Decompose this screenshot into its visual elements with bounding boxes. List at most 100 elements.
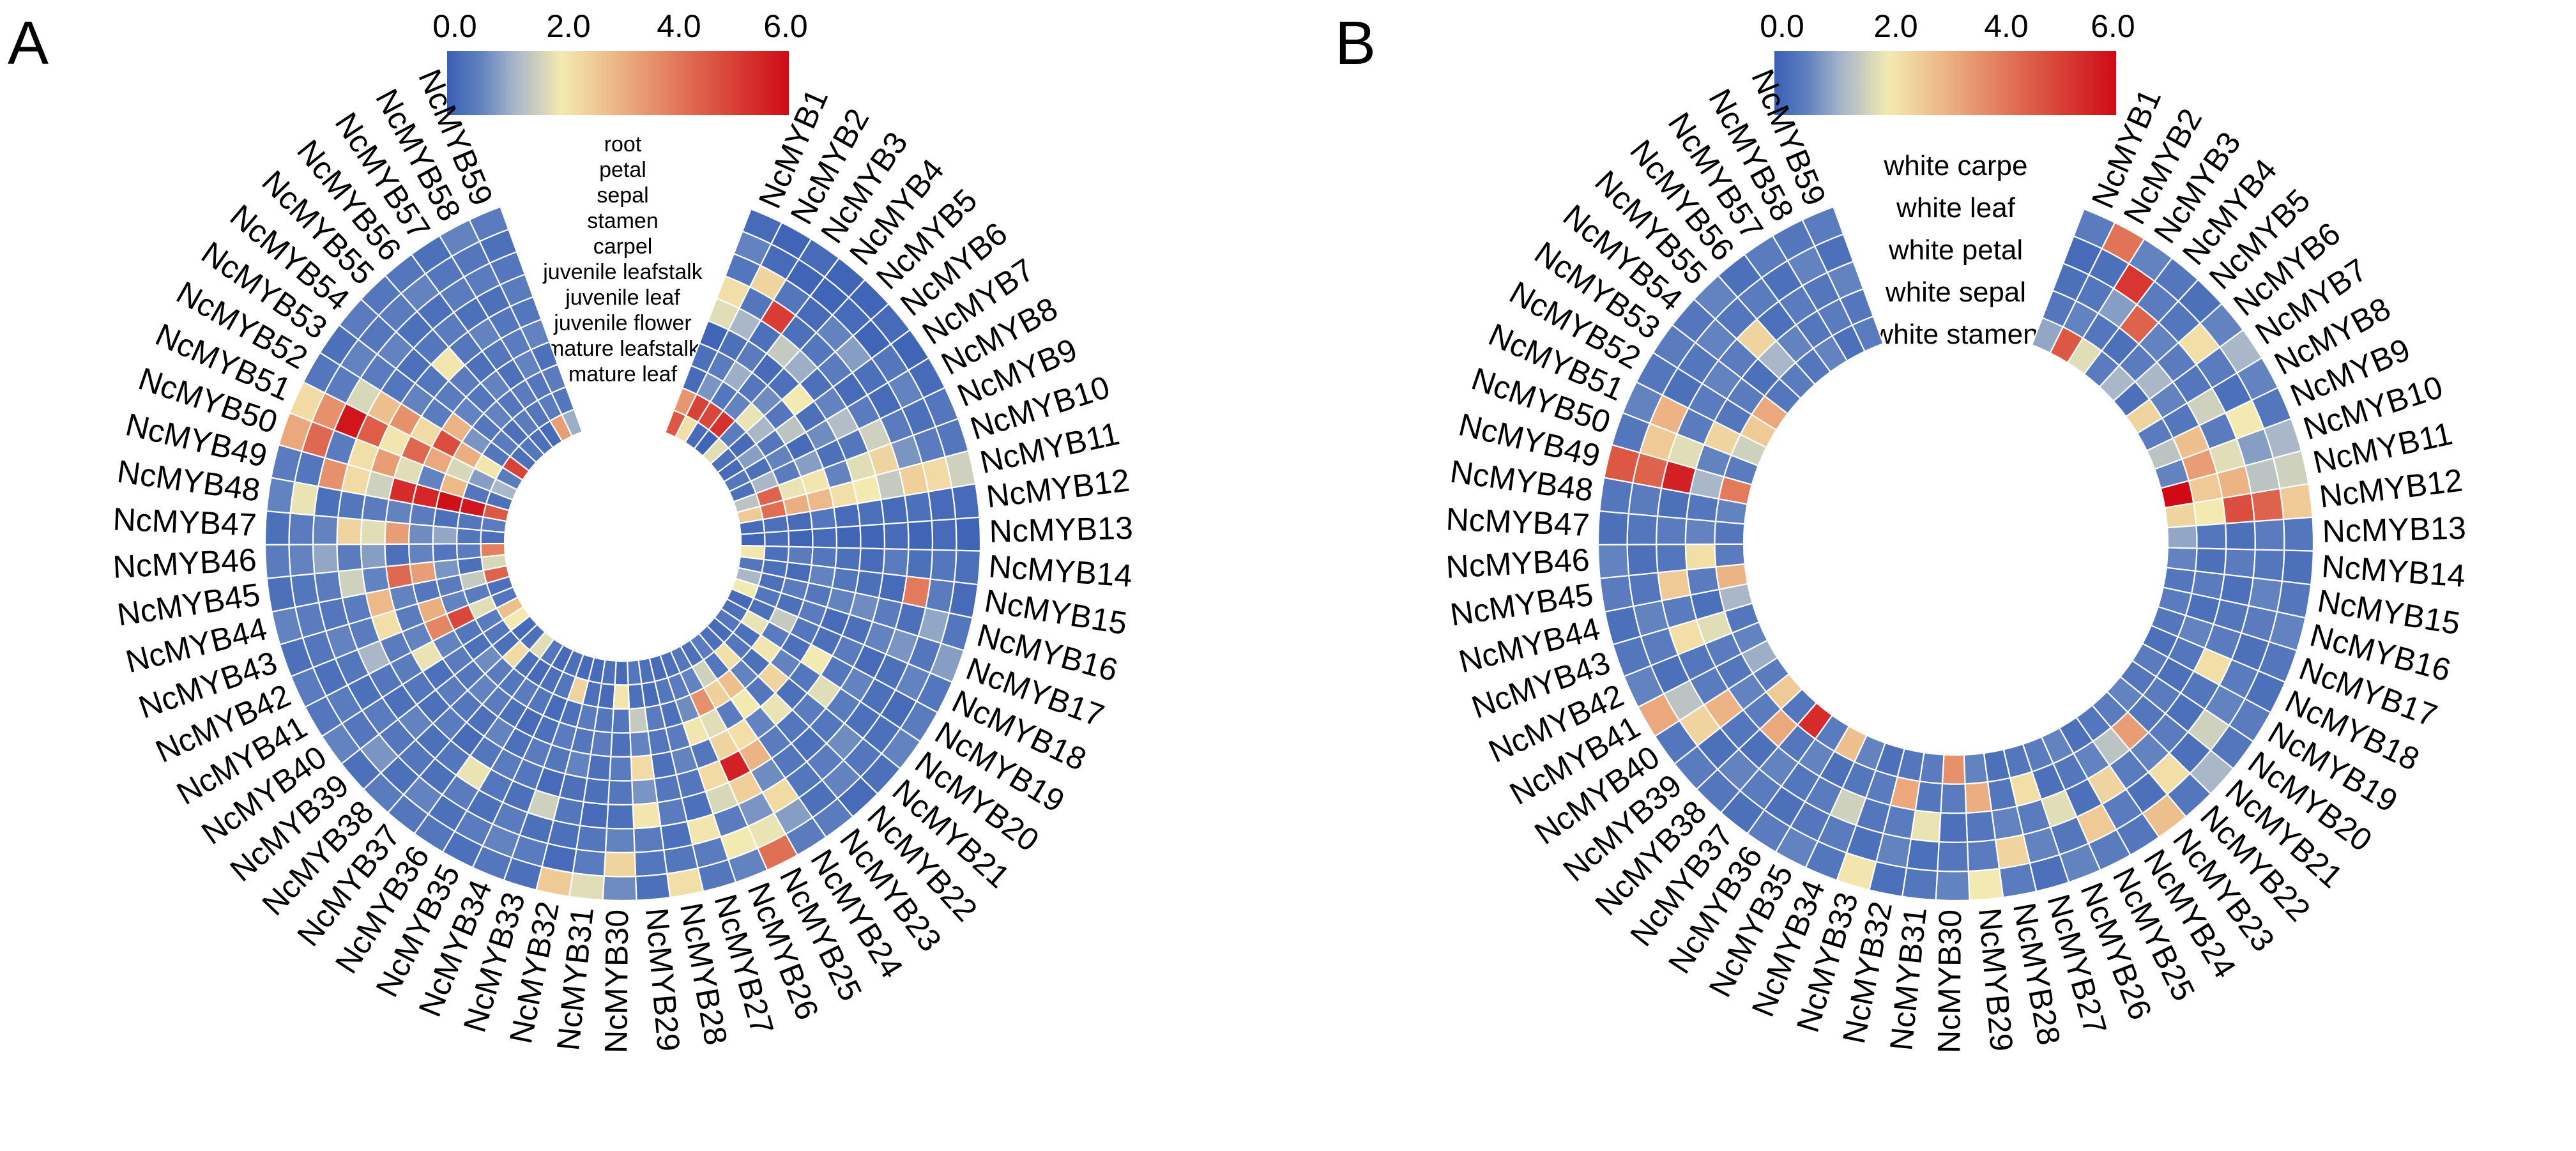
heatmap-a-cell-46-7 <box>336 543 363 572</box>
heatmap-b-cell-28-5 <box>1998 862 2038 899</box>
heatmap-b-cell-47-3 <box>1656 515 1688 545</box>
heatmap-a-cell-13-2 <box>763 530 790 547</box>
heatmap-b-cell-30-3 <box>1938 812 1969 843</box>
heatmap-a-gene-label-30: NcMYB30 <box>598 910 635 1054</box>
heatmap-b-cell-13-1 <box>2166 524 2198 549</box>
heatmap-b-cell-13-4 <box>2253 518 2285 551</box>
heatmap-b-cell-30-4 <box>1937 841 1969 873</box>
legend-a-juvenile-leafstalk: juvenile leafstalk <box>542 260 703 284</box>
heatmap-a-cell-29-2 <box>627 683 646 710</box>
legend-a-carpel: carpel <box>593 234 653 259</box>
heatmap-b-cell-47-4 <box>1626 512 1659 545</box>
panel-a: A 0.0 2.0 4.0 6.0 root petal sepal stame… <box>8 8 1133 1053</box>
legend-a-sepal: sepal <box>597 183 648 208</box>
colorbar-a-tick-3: 6.0 <box>763 8 808 44</box>
heatmap-b-cell-45-4 <box>1627 572 1663 607</box>
legend-a-mature-leafstalk: mature leafstalk <box>546 337 700 361</box>
heatmap-a-cell-46-1 <box>480 542 507 558</box>
heatmap-a-cell-45-6 <box>361 565 390 595</box>
heatmap-a-cell-46-8 <box>312 544 339 575</box>
heatmap-b-cell-30-1 <box>1941 754 1966 785</box>
heatmap-a-cell-30-1 <box>614 660 629 686</box>
heatmap-a-cells <box>264 206 982 902</box>
heatmap-a-cell-14-5 <box>834 547 862 572</box>
heatmap-b-cell-47-1 <box>1714 521 1746 545</box>
legend-b-white-stamen: white stamen <box>1872 319 2038 350</box>
heatmap-a-cell-31-10 <box>568 872 605 901</box>
heatmap-a-cell-47-7 <box>336 516 363 545</box>
colorbar-b-ticks: 0.0 2.0 4.0 6.0 <box>1760 8 2135 44</box>
heatmap-b-cell-46-5 <box>1597 544 1630 579</box>
heatmap-b-gene-label-47: NcMYB47 <box>1445 501 1590 543</box>
heatmap-a-cell-31-7 <box>579 801 609 829</box>
heatmap-b-cell-14-3 <box>2223 548 2256 579</box>
heatmap-a-cell-29-4 <box>629 730 652 758</box>
heatmap-b-cell-14-4 <box>2252 549 2285 583</box>
heatmap-a-cell-30-5 <box>609 756 633 782</box>
heatmap-b-cell-11-5 <box>2272 450 2310 490</box>
heatmap-a-cell-12-8 <box>904 491 933 524</box>
legend-b-white-sepal: white sepal <box>1885 277 2026 308</box>
heatmap-a-cell-46-6 <box>360 543 387 570</box>
heatmap-b-cell-28-3 <box>1990 805 2024 841</box>
heatmap-a-cell-46-2 <box>455 543 482 561</box>
legend-a-stamen: stamen <box>587 209 659 233</box>
heatmap-a-cell-31-8 <box>575 825 608 853</box>
legend-b-white-carpe: white carpe <box>1883 150 2027 181</box>
heatmap-a-cell-12-4 <box>809 507 837 530</box>
colorbar-a-tick-0: 0.0 <box>432 8 477 44</box>
heatmap-b-cell-46-3 <box>1656 544 1688 574</box>
heatmap-a-cell-47-9 <box>288 512 316 545</box>
heatmap-a-cell-13-3 <box>788 528 814 548</box>
heatmap-a-cell-14-7 <box>881 548 910 577</box>
heatmap-b-cell-30-5 <box>1935 870 1970 902</box>
heatmap-a-cell-12-3 <box>786 510 813 532</box>
heatmap-b-cell-13-3 <box>2224 521 2256 551</box>
heatmap-b-cell-12-4 <box>2250 487 2285 522</box>
heatmap-a-cell-59-10 <box>468 206 510 243</box>
heatmap-a-cell-46-4 <box>408 543 435 565</box>
legend-b-white-leaf: white leaf <box>1896 192 2016 224</box>
heatmap-a-gene-label-46: NcMYB46 <box>112 542 257 585</box>
heatmap-b-cell-29-2 <box>1964 781 1993 814</box>
heatmap-a-gene-labels: NcMYB1NcMYB2NcMYB3NcMYB4NcMYB5NcMYB6NcMY… <box>112 65 1133 1054</box>
heatmap-b-cell-47-5 <box>1597 510 1629 545</box>
heatmap-b-cell-12-2 <box>2193 497 2227 527</box>
heatmap-a-cell-13-5 <box>835 525 862 549</box>
heatmap-a-cell-48-9 <box>289 481 319 516</box>
heatmap-a-cell-46-5 <box>384 543 411 568</box>
heatmap-a-gene-label-47: NcMYB47 <box>112 501 257 543</box>
heatmap-b-cell-31-5 <box>1901 867 1939 901</box>
panel-b: B 0.0 2.0 4.0 6.0 white carpe white leaf… <box>1335 8 2466 1053</box>
heatmap-b-cell-29-1 <box>1963 752 1989 785</box>
heatmap-b-cell-13-2 <box>2195 522 2227 550</box>
tissue-legend-a: root petal sepal stamen carpel juvenile … <box>542 132 703 386</box>
heatmap-a-cell-30-4 <box>610 731 632 758</box>
heatmap-b-cell-12-5 <box>2279 483 2313 521</box>
heatmap-a-cell-14-9 <box>929 549 957 583</box>
colorbar-a-tick-2: 4.0 <box>657 8 701 44</box>
heatmap-a-cell-30-2 <box>613 683 630 710</box>
heatmap-a-gene-label-13: NcMYB13 <box>989 510 1133 549</box>
heatmap-a-cell-31-9 <box>572 848 607 877</box>
heatmap-a-cell-29-10 <box>634 873 671 901</box>
colorbar-b-tick-3: 6.0 <box>2091 8 2135 44</box>
colorbar-a-tick-1: 2.0 <box>546 8 591 44</box>
heatmap-a-cell-45-5 <box>385 563 414 590</box>
heatmap-a-cell-47-4 <box>408 522 434 545</box>
heatmap-b-cell-30-2 <box>1940 782 1967 814</box>
heatmap-a-cell-14-10 <box>953 549 981 586</box>
colorbar-a-ticks: 0.0 2.0 4.0 6.0 <box>432 8 808 44</box>
heatmap-b-cell-29-5 <box>1967 867 2004 901</box>
colorbar-a <box>447 51 789 115</box>
heatmap-a-cell-13-7 <box>883 521 910 551</box>
heatmap-a-cell-13-9 <box>931 518 957 551</box>
heatmap-a-cell-29-9 <box>634 849 668 878</box>
heatmap-b-gene-label-30: NcMYB30 <box>1931 910 1968 1054</box>
heatmap-a-cell-12-10 <box>951 483 980 520</box>
heatmap-b-cell-47-2 <box>1684 518 1717 545</box>
heatmap-a-cell-47-5 <box>384 521 411 545</box>
heatmap-a-cell-30-3 <box>611 708 631 734</box>
heatmap-a-cell-45-10 <box>266 575 296 613</box>
